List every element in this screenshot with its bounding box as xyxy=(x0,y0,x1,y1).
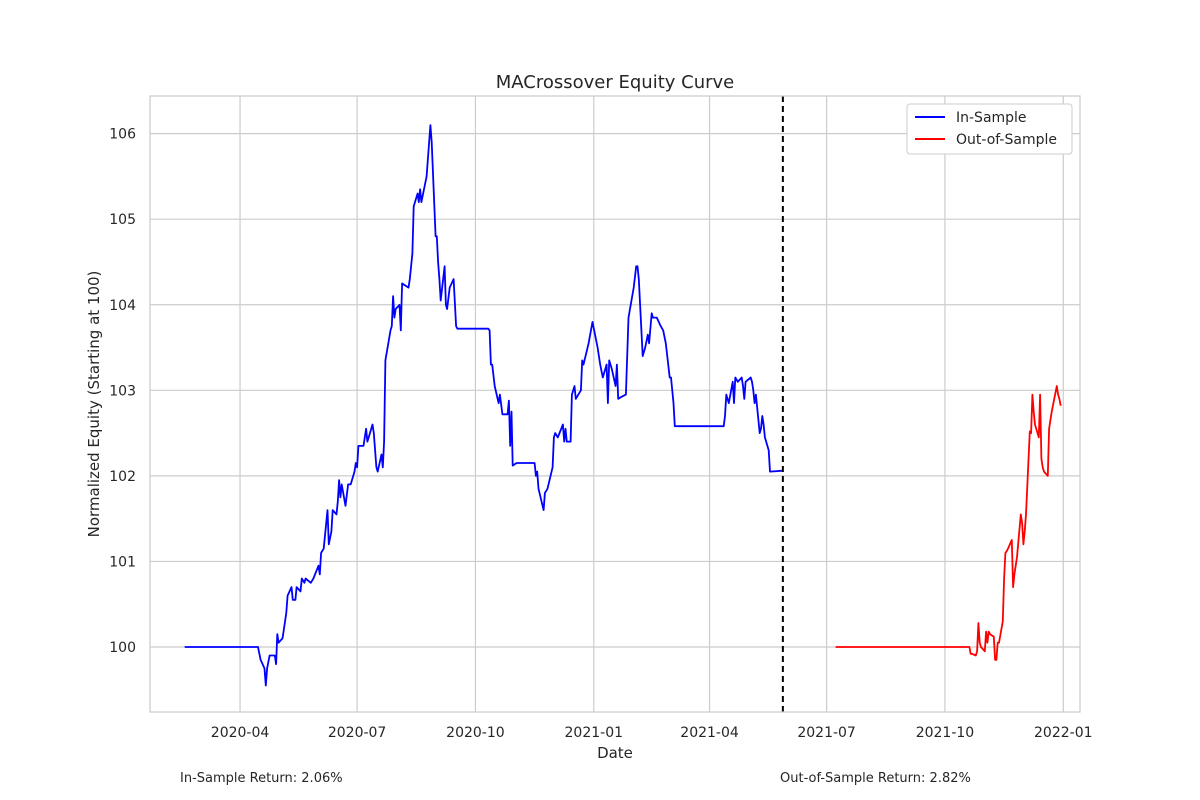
y-tick-label: 101 xyxy=(109,554,136,570)
y-tick-label: 100 xyxy=(109,640,136,656)
x-tick-label: 2020-04 xyxy=(211,725,270,741)
legend-label-out-of-sample: Out-of-Sample xyxy=(956,132,1057,148)
x-tick-labels: 2020-04 2020-07 2020-10 2021-01 2021-04 2021-… xyxy=(211,725,1093,741)
out-of-sample-line xyxy=(835,385,1062,661)
y-tick-label: 102 xyxy=(109,469,136,485)
in-sample-return-note: In-Sample Return: 2.06% xyxy=(180,771,343,786)
out-of-sample-return-note: Out-of-Sample Return: 2.82% xyxy=(780,771,971,786)
legend-box xyxy=(906,103,1073,155)
in-sample-line xyxy=(184,124,783,687)
y-tick-label: 105 xyxy=(109,212,136,228)
x-tick-label: 2021-10 xyxy=(916,725,975,741)
x-tick-label: 2022-01 xyxy=(1034,725,1093,741)
y-tick-label: 103 xyxy=(109,383,136,399)
x-tick-label: 2020-07 xyxy=(328,725,387,741)
y-axis-label: Normalized Equity (Starting at 100) xyxy=(85,271,103,538)
plot-area xyxy=(150,96,1080,712)
chart-title: MACrossover Equity Curve xyxy=(496,72,734,93)
y-tick-label: 104 xyxy=(109,298,136,314)
x-gridlines xyxy=(239,96,1064,712)
x-tick-label: 2021-01 xyxy=(565,725,624,741)
x-tick-label: 2021-07 xyxy=(797,725,856,741)
legend-label-in-sample: In-Sample xyxy=(956,110,1027,126)
x-axis-label: Date xyxy=(597,744,633,762)
y-tick-label: 106 xyxy=(109,127,136,143)
legend: In-Sample Out-of-Sample xyxy=(906,103,1073,155)
x-tick-label: 2020-10 xyxy=(446,725,505,741)
y-tick-labels: 100 101 102 103 104 105 106 xyxy=(109,127,136,656)
y-gridlines xyxy=(150,133,1080,648)
plot-frame xyxy=(149,95,1081,713)
series-lines xyxy=(184,124,1062,687)
x-tick-label: 2021-04 xyxy=(680,725,739,741)
